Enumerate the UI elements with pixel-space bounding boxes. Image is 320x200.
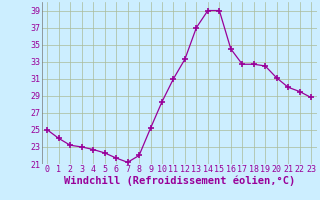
X-axis label: Windchill (Refroidissement éolien,°C): Windchill (Refroidissement éolien,°C) xyxy=(64,176,295,186)
